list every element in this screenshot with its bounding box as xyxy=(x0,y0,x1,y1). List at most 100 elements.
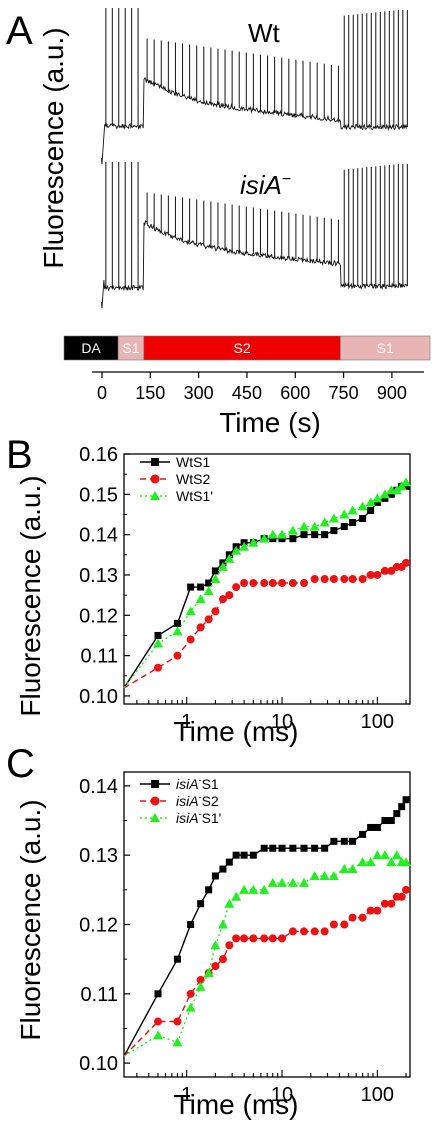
c-data-point xyxy=(173,1017,182,1026)
trace-label-isia: isiA− xyxy=(240,170,291,200)
c-data-point xyxy=(248,884,259,894)
b-data-point xyxy=(366,570,375,579)
panel-a-x-tick-label: 450 xyxy=(232,383,262,403)
c-data-point xyxy=(340,920,349,929)
b-data-point xyxy=(249,579,258,588)
trace-isia xyxy=(100,220,409,309)
b-data-point xyxy=(289,535,297,543)
b-data-point xyxy=(153,663,162,672)
segment-label-2: S1 xyxy=(122,340,139,356)
b-data-point xyxy=(348,575,357,583)
c-data-point xyxy=(267,877,278,887)
b-data-point xyxy=(197,583,205,591)
c-data-point xyxy=(187,921,195,928)
c-data-point xyxy=(381,817,389,825)
segment-3 xyxy=(143,335,341,361)
c-data-point xyxy=(393,810,401,818)
c-data-point xyxy=(366,906,375,915)
b-data-point xyxy=(373,570,382,579)
b-data-point xyxy=(402,558,411,567)
c-data-point xyxy=(321,844,329,852)
b-data-point xyxy=(173,619,181,627)
b-data-point xyxy=(173,651,182,660)
b-data-point xyxy=(196,623,205,632)
b-data-point xyxy=(217,561,228,571)
c-data-point xyxy=(328,870,339,880)
b-data-point xyxy=(387,566,396,575)
b-legend-label: WtS1 xyxy=(176,454,210,470)
b-data-point xyxy=(402,482,410,490)
b-data-point xyxy=(288,579,297,588)
segment-1 xyxy=(63,335,119,361)
b-data-point xyxy=(278,579,287,588)
c-data-point xyxy=(387,817,395,825)
c-data-point xyxy=(249,934,258,943)
b-data-point xyxy=(225,591,234,600)
c-data-point xyxy=(299,927,308,936)
b-data-point xyxy=(203,586,214,596)
b-legend-label: WtS2 xyxy=(176,471,210,487)
c-data-point xyxy=(402,796,410,804)
b-data-point xyxy=(365,497,376,507)
c-data-point xyxy=(386,857,397,867)
c-legend-label-suffix: S1' xyxy=(202,810,222,826)
b-data-point xyxy=(239,541,250,551)
panel-a-x-tick-label: 300 xyxy=(184,383,214,403)
panel-a-ylabel: Fluorescence (a.u.) xyxy=(38,27,69,268)
b-data-point xyxy=(260,579,269,588)
c-data-point xyxy=(298,877,309,887)
b-data-point xyxy=(401,477,412,487)
c-data-point xyxy=(205,886,213,894)
b-series-line-2 xyxy=(123,562,407,689)
c-data-point xyxy=(186,989,195,998)
segment-2 xyxy=(117,335,145,361)
c-legend-label-suffix: S1 xyxy=(202,776,219,792)
c-data-point xyxy=(225,941,234,950)
b-data-point xyxy=(329,575,338,583)
c-y-tick-label: 0.14 xyxy=(79,776,118,798)
c-data-point xyxy=(379,850,390,860)
b-data-point xyxy=(367,506,375,514)
c-data-point xyxy=(373,906,382,915)
panel-b-axes: 0.10 0.11 0.12 0.13 0.14 0.15 0.16 1 10 100 xyxy=(79,444,411,733)
c-data-point xyxy=(287,877,298,887)
c-data-point xyxy=(380,899,389,908)
b-legend-label: WtS1' xyxy=(176,488,213,504)
b-data-point xyxy=(231,545,242,555)
c-data-point xyxy=(309,870,320,880)
b-data-point xyxy=(311,531,319,539)
c-data-point xyxy=(349,837,357,845)
c-data-point xyxy=(173,955,181,963)
b-data-point xyxy=(232,583,241,592)
b-x-tick-label: 10 xyxy=(271,711,293,733)
c-data-point xyxy=(240,851,248,859)
c-series-line-3 xyxy=(123,854,407,1057)
c-series-line-1 xyxy=(123,799,407,1057)
panel-a-xlabel: Time (s) xyxy=(219,407,321,438)
c-data-point xyxy=(210,940,221,950)
b-data-point xyxy=(359,515,367,523)
segment-label-1: DA xyxy=(81,340,101,356)
c-data-point xyxy=(397,892,406,901)
panel-c-axes: 0.10 0.11 0.12 0.13 0.14 1 10 100 xyxy=(79,771,411,1106)
b-data-point xyxy=(278,535,286,543)
b-data-point xyxy=(224,553,235,563)
b-data-point xyxy=(152,638,163,648)
trace-label-wt: Wt xyxy=(248,18,281,48)
c-data-point xyxy=(347,864,358,874)
segment-label-4: S1 xyxy=(377,340,394,356)
c-data-point xyxy=(232,851,240,859)
c-data-point xyxy=(218,955,227,964)
b-plot-frame xyxy=(123,453,411,705)
trace-wt xyxy=(100,77,408,165)
b-data-point xyxy=(391,485,402,495)
c-data-point xyxy=(359,830,367,838)
b-y-tick-label: 0.15 xyxy=(79,484,118,506)
c-data-point xyxy=(224,898,235,908)
c-data-point xyxy=(329,920,338,929)
b-data-point xyxy=(358,575,367,583)
panel-a-x-tick-label: 600 xyxy=(280,383,310,403)
